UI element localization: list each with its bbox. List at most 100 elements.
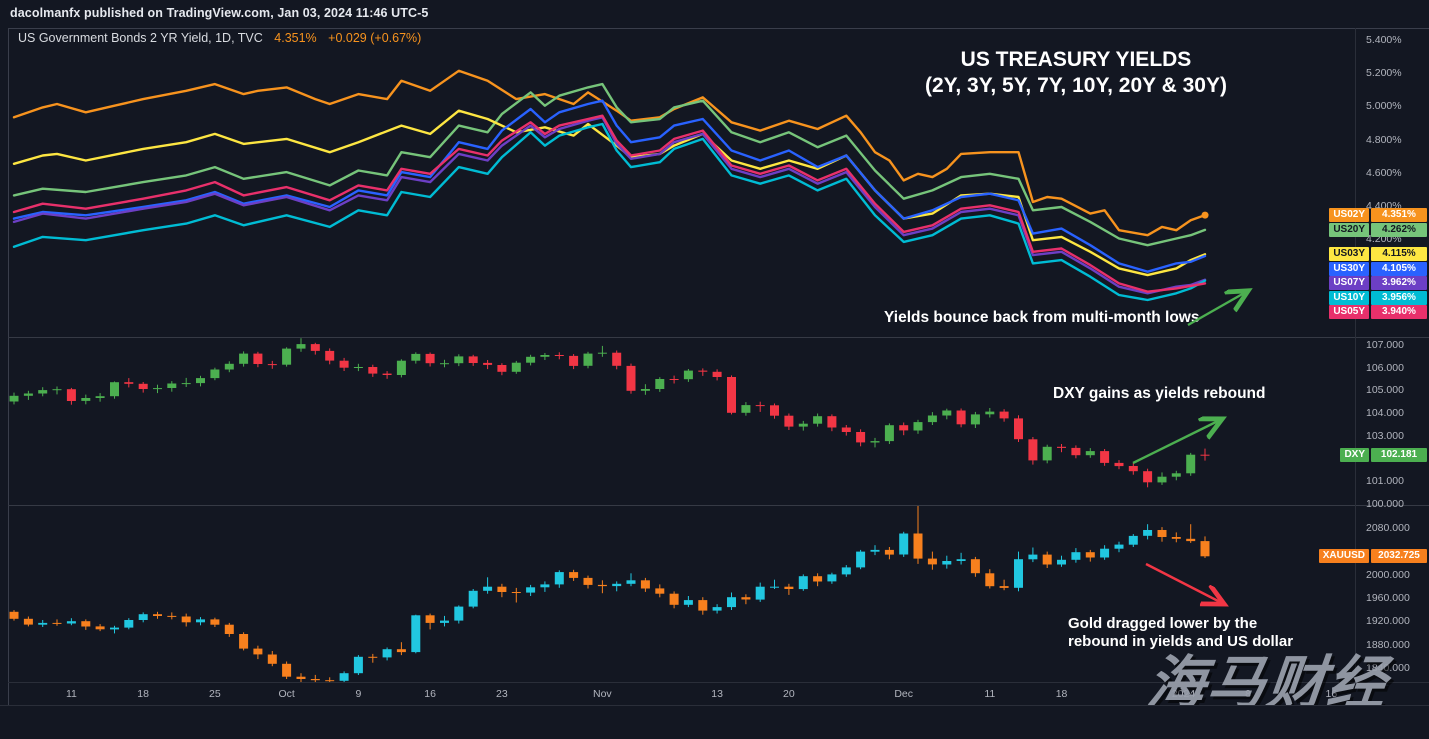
candle-body: [1028, 554, 1038, 560]
candle-body: [741, 405, 751, 413]
candle-body: [841, 567, 851, 575]
candle-body: [640, 389, 650, 391]
treasury-title: US TREASURY YIELDS (2Y, 3Y, 5Y, 7Y, 10Y,…: [880, 47, 1272, 99]
candle-body: [1128, 535, 1138, 545]
candle-wick: [616, 581, 618, 592]
candle-body: [267, 364, 277, 366]
candle-wick: [1190, 524, 1192, 543]
candle-body: [741, 597, 751, 600]
candle-wick: [515, 587, 517, 603]
yields-note: Yields bounce back from multi-month lows: [884, 309, 1200, 326]
candle-wick: [56, 386, 58, 395]
candle-wick: [960, 552, 962, 565]
candle-body: [540, 355, 550, 357]
candle-body: [712, 371, 722, 377]
yield-line-US07Y: [12, 116, 1207, 295]
candle-body: [310, 679, 320, 681]
candle-wick: [1204, 448, 1206, 461]
candle-wick: [759, 401, 761, 412]
candle-body: [1100, 548, 1110, 558]
candle-body: [1071, 552, 1081, 560]
symbol-legend[interactable]: US Government Bonds 2 YR Yield, 1D, TVC …: [18, 31, 421, 45]
candle-body: [856, 432, 866, 443]
yield-line-US05Y: [12, 114, 1207, 293]
candle-body: [210, 619, 220, 625]
candle-body: [353, 656, 363, 674]
candle-body: [110, 627, 119, 630]
candle-body: [1057, 559, 1066, 565]
candle-body: [569, 572, 579, 578]
candle-body: [411, 615, 421, 653]
candle-body: [325, 350, 335, 361]
pane-separator[interactable]: [8, 337, 1429, 338]
candle-body: [1071, 447, 1081, 456]
candle-body: [138, 383, 148, 389]
candle-body: [440, 620, 449, 623]
candle-body: [554, 355, 564, 356]
candle-body: [1143, 530, 1153, 536]
candle-wick: [1003, 579, 1005, 591]
candle-body: [970, 414, 980, 425]
candle-wick: [400, 642, 402, 656]
candle-body: [999, 411, 1009, 419]
candle-body: [526, 587, 536, 593]
candle-body: [325, 680, 335, 682]
candle-wick: [114, 625, 115, 634]
gold-pane[interactable]: [9, 506, 1355, 682]
gold-note-line1: Gold dragged lower by the: [1068, 615, 1258, 632]
candle-body: [267, 654, 277, 664]
candle-body: [153, 614, 162, 616]
candle-body: [612, 352, 622, 366]
candle-wick: [314, 674, 316, 682]
candle-body: [583, 353, 593, 366]
candle-body: [9, 611, 19, 619]
candle-body: [942, 410, 952, 416]
candle-body: [52, 389, 62, 391]
candle-body: [124, 382, 134, 384]
yield-line-US10Y: [12, 122, 1207, 302]
candle-body: [770, 586, 779, 588]
candle-body: [813, 576, 823, 582]
candle-body: [310, 344, 320, 351]
yields-pane[interactable]: [9, 28, 1355, 337]
gold-note: Gold dragged lower by the rebound in yie…: [1068, 615, 1293, 651]
candle-body: [282, 348, 292, 365]
candle-body: [899, 425, 909, 431]
candle-body: [9, 395, 19, 402]
candle-body: [196, 378, 205, 384]
candle-body: [813, 416, 823, 424]
candle-body: [224, 363, 234, 370]
candle-body: [468, 590, 478, 607]
candle-body: [425, 353, 435, 364]
candle-body: [1157, 530, 1167, 537]
candle-wick: [874, 437, 876, 448]
candle-wick: [372, 653, 374, 663]
candle-body: [798, 423, 808, 427]
legend-last-value: 4.351%: [274, 31, 317, 45]
candle-body: [913, 422, 923, 431]
candle-wick: [601, 580, 603, 594]
candle-body: [1114, 462, 1124, 467]
candle-body: [526, 356, 536, 363]
candle-body: [669, 379, 679, 380]
candle-body: [454, 356, 464, 364]
dxy-pane[interactable]: [9, 338, 1355, 505]
candle-body: [440, 363, 449, 365]
candle-body: [597, 584, 607, 587]
candle-body: [999, 586, 1009, 588]
pane-separator[interactable]: [8, 505, 1429, 506]
legend-title: US Government Bonds 2 YR Yield, 1D, TVC: [18, 31, 263, 45]
gold-note-line2: rebound in yields and US dollar: [1068, 633, 1294, 650]
candle-body: [253, 648, 263, 655]
candle-body: [483, 586, 493, 591]
candle-body: [683, 600, 693, 605]
time-axis-border: [8, 682, 1429, 683]
candle-wick: [774, 579, 775, 589]
candle-body: [66, 389, 76, 401]
candle-body: [540, 584, 550, 588]
candle-body: [583, 577, 593, 585]
candle-wick: [487, 577, 489, 594]
candle-body: [927, 415, 937, 423]
candle-body: [23, 393, 33, 396]
